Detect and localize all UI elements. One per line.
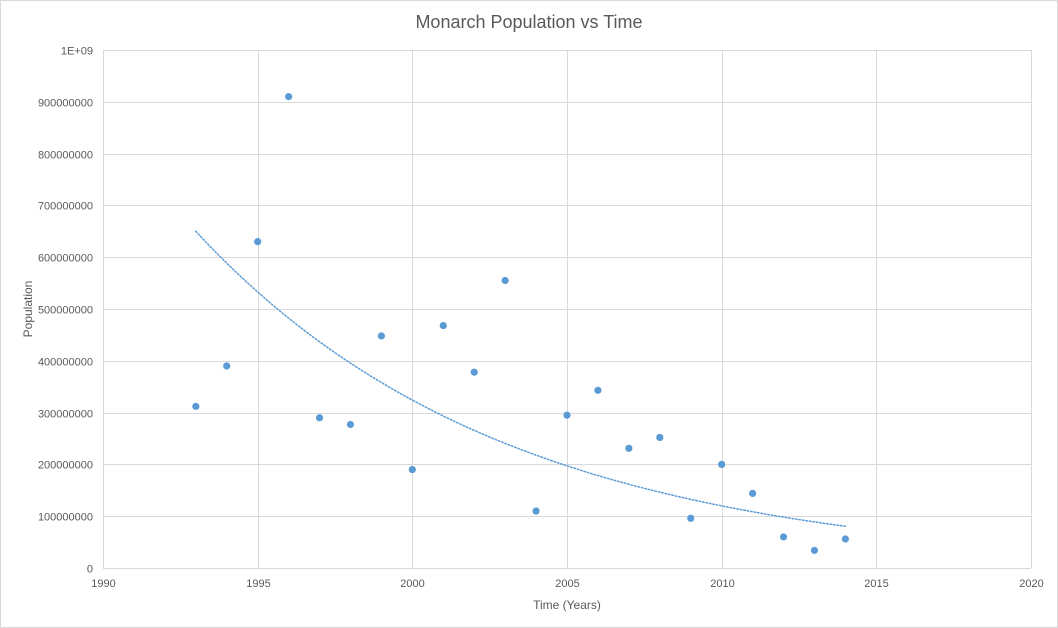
data-point [749, 489, 757, 498]
y-tick-label: 900000000 [38, 98, 93, 110]
y-tick-label: 600000000 [38, 253, 93, 265]
data-point [656, 433, 664, 442]
data-point [563, 411, 571, 419]
x-tick-label: 1990 [91, 578, 115, 590]
x-tick-label: 2020 [1019, 578, 1043, 590]
data-point [841, 535, 850, 543]
x-tick-label: 2010 [710, 578, 734, 590]
data-point [254, 238, 262, 246]
chart-title: Monarch Population vs Time [415, 12, 643, 32]
data-points [192, 93, 850, 554]
data-point [532, 507, 540, 515]
x-tick-label: 1995 [246, 578, 270, 590]
y-tick-label: 300000000 [38, 409, 93, 421]
x-tick-label: 2000 [400, 578, 424, 590]
y-tick-label: 1E+09 [61, 46, 93, 58]
y-tick-label: 500000000 [38, 305, 93, 317]
y-tick-label: 400000000 [38, 357, 93, 369]
y-tick-labels: 0 100000000 200000000 300000000 400000000 500… [38, 46, 93, 576]
y-tick-label: 0 [87, 564, 93, 576]
y-tick-label: 800000000 [38, 150, 93, 162]
data-point [346, 420, 355, 429]
data-point [779, 533, 788, 541]
y-tick-label: 700000000 [38, 201, 93, 213]
x-axis-title: Time (Years) [533, 598, 601, 612]
y-tick-label: 100000000 [38, 512, 93, 524]
x-tick-label: 2015 [864, 578, 888, 590]
data-point [315, 414, 324, 422]
data-point [718, 460, 726, 468]
y-axis-title: Population [21, 281, 35, 338]
data-point [687, 514, 695, 522]
data-point [223, 362, 231, 370]
data-point [810, 546, 819, 554]
data-point [285, 93, 293, 101]
x-tick-label: 2005 [555, 578, 579, 590]
trendline [195, 230, 847, 527]
data-point [192, 402, 200, 410]
data-point [625, 444, 633, 452]
data-point [594, 386, 602, 394]
x-tick-labels: 1990 1995 2000 2005 2010 2015 2020 [91, 578, 1043, 590]
data-point [470, 368, 478, 376]
trendline-group [195, 230, 847, 527]
data-point [501, 276, 509, 285]
y-tick-label: 200000000 [38, 460, 93, 472]
data-point [377, 332, 385, 340]
data-point [408, 465, 416, 474]
data-point [439, 321, 447, 330]
x-gridlines [103, 50, 1032, 568]
